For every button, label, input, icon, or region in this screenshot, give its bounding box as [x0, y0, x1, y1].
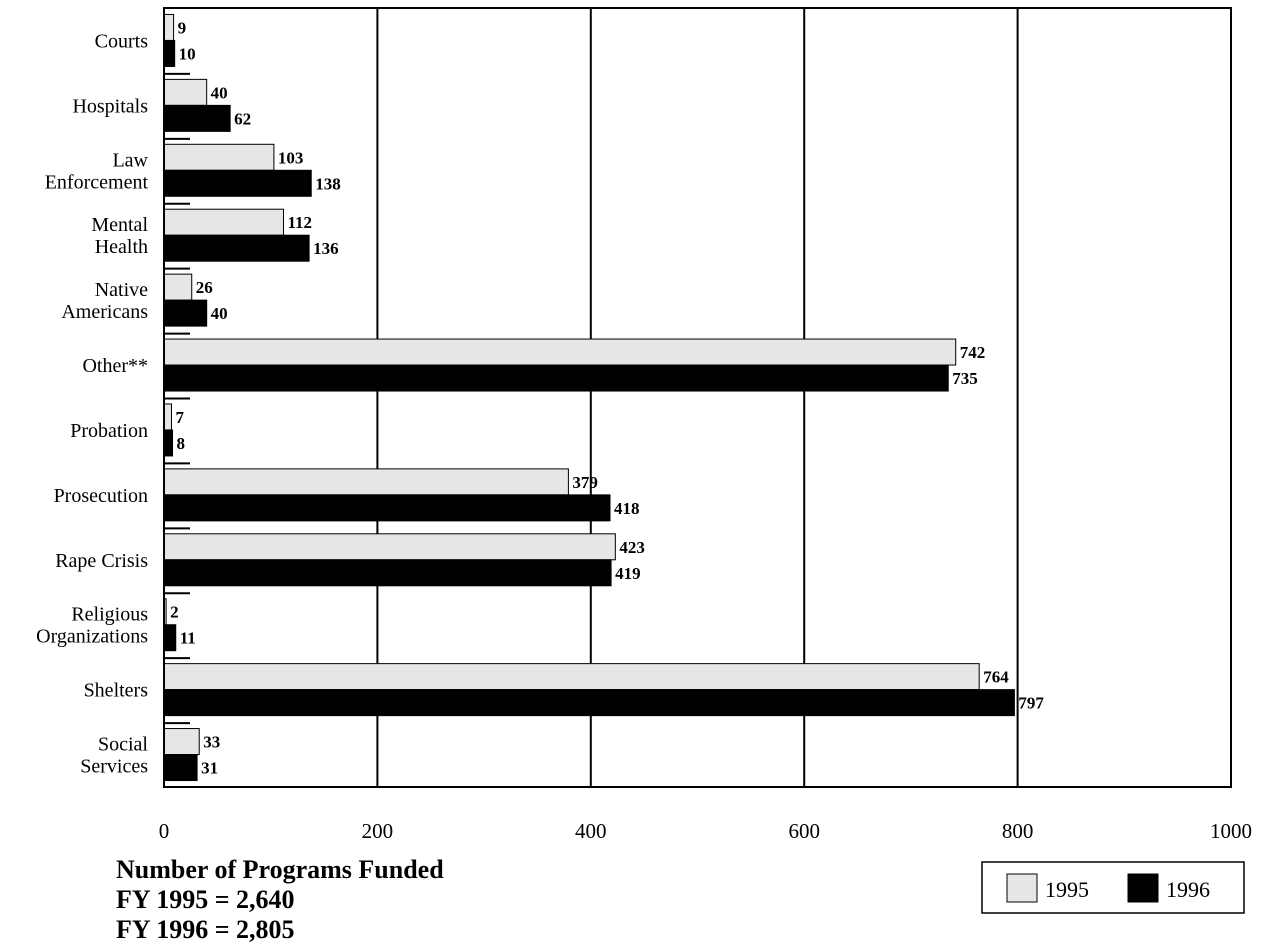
- footer-title: Number of Programs Funded: [116, 855, 444, 884]
- category-label: Prosecution: [54, 485, 148, 507]
- bar-1996: [163, 364, 949, 392]
- bar-1996: [163, 169, 312, 197]
- value-label-1995: 2: [170, 603, 179, 622]
- value-label-1996: 11: [180, 629, 196, 648]
- x-tick-label: 200: [362, 819, 394, 843]
- bar-1996: [163, 559, 612, 587]
- value-label-1995: 9: [178, 18, 187, 37]
- bar-1995: [163, 403, 172, 431]
- value-label-1995: 742: [960, 343, 986, 362]
- footer-fy1996-total: FY 1996 = 2,805: [116, 915, 295, 944]
- x-tick-label: 600: [788, 819, 820, 843]
- bar-1996: [163, 429, 174, 457]
- category-label: Hospitals: [72, 95, 148, 117]
- bar-1996: [163, 689, 1015, 717]
- value-label-1995: 764: [983, 668, 1009, 687]
- x-tick-label: 800: [1002, 819, 1034, 843]
- category-label: Shelters: [84, 680, 149, 702]
- category-label: Health: [95, 236, 148, 258]
- legend: 1995 1996: [981, 861, 1245, 914]
- grid-lines: [164, 8, 1019, 787]
- bar-1995: [163, 273, 193, 301]
- category-label: Rape Crisis: [55, 550, 148, 572]
- value-label-1996: 419: [615, 564, 641, 583]
- category-label: Americans: [61, 301, 148, 323]
- x-tick-label: 0: [159, 819, 170, 843]
- value-label-1996: 10: [179, 44, 196, 63]
- bar-1996: [163, 754, 198, 782]
- value-label-1996: 136: [313, 239, 339, 258]
- category-label: Social: [98, 734, 148, 756]
- legend-label-1996: 1996: [1166, 877, 1210, 902]
- bars: [163, 13, 1015, 782]
- value-label-1996: 735: [952, 369, 978, 388]
- legend-swatch-1996: [1127, 873, 1159, 903]
- bar-1995: [163, 78, 208, 106]
- value-label-1995: 112: [288, 213, 313, 232]
- value-label-1995: 40: [211, 83, 228, 102]
- footer-fy1995-total: FY 1995 = 2,640: [116, 885, 295, 914]
- category-label: Services: [80, 756, 148, 778]
- legend-swatch-1995: [1006, 873, 1038, 903]
- bar-1996: [163, 234, 310, 262]
- legend-label-1995: 1995: [1045, 877, 1089, 902]
- bar-1996: [163, 299, 208, 327]
- bar-1995: [163, 143, 275, 171]
- category-label: Courts: [95, 30, 149, 52]
- bar-1995: [163, 208, 285, 236]
- value-label-1995: 379: [572, 473, 598, 492]
- category-label: Organizations: [36, 626, 148, 648]
- bar-1995: [163, 13, 175, 41]
- bar-1995: [163, 728, 200, 756]
- value-label-1995: 423: [619, 538, 645, 557]
- bar-1995: [163, 663, 980, 691]
- category-label: Enforcement: [45, 171, 149, 193]
- category-label: Probation: [70, 420, 148, 442]
- bar-1995: [163, 468, 569, 496]
- value-label-1996: 31: [201, 759, 218, 778]
- value-label-1995: 26: [196, 278, 213, 297]
- plot-frame: [163, 7, 1232, 788]
- value-label-1996: 418: [614, 499, 640, 518]
- footer: Number of Programs Funded FY 1995 = 2,64…: [116, 855, 444, 944]
- x-tick-label: 400: [575, 819, 607, 843]
- category-label: Religious: [71, 604, 148, 626]
- value-label-1995: 33: [203, 733, 220, 752]
- category-label: Mental: [91, 214, 148, 236]
- value-label-1996: 138: [315, 174, 341, 193]
- value-label-1996: 8: [177, 434, 186, 453]
- category-label: Native: [95, 279, 148, 301]
- value-label-1995: 7: [175, 408, 184, 427]
- bar-1996: [163, 624, 177, 652]
- x-tick-label: 1000: [1210, 819, 1252, 843]
- category-label: Law: [112, 149, 148, 171]
- value-label-1996: 797: [1018, 694, 1044, 713]
- value-label-1996: 40: [211, 304, 228, 323]
- bar-1996: [163, 104, 231, 132]
- bar-1995: [163, 338, 957, 366]
- bar-1995: [163, 533, 616, 561]
- bar-1996: [163, 494, 611, 522]
- value-label-1995: 103: [278, 148, 304, 167]
- value-labels: 9104062103138112136264074273578379418423…: [170, 18, 1044, 777]
- value-label-1996: 62: [234, 109, 251, 128]
- category-label: Other**: [82, 355, 148, 377]
- bar-1996: [163, 39, 176, 67]
- x-axis-ticks: 0 200 400 600 800 1000: [159, 819, 1252, 843]
